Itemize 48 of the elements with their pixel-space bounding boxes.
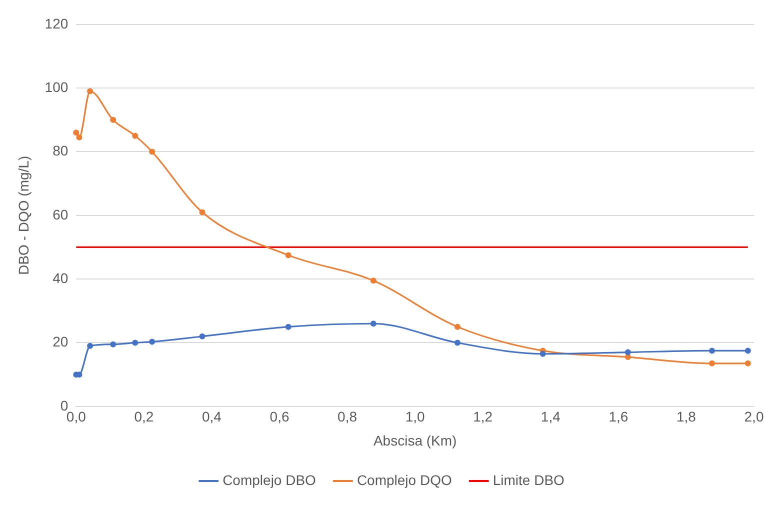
- point: [132, 132, 138, 139]
- y-tick-label: 100: [44, 78, 68, 95]
- x-tick-label: 1,4: [540, 408, 561, 425]
- point: [76, 134, 82, 140]
- x-tick-label: 2,0: [744, 408, 764, 425]
- y-axis-title: DBO - DQO (mg/L): [15, 156, 32, 275]
- point: [624, 354, 631, 360]
- point: [708, 360, 715, 366]
- y-tick-label: 80: [52, 142, 68, 159]
- point: [132, 340, 138, 346]
- point: [199, 209, 206, 216]
- x-tick-label: 1,8: [676, 408, 696, 425]
- x-axis-title: Abscisa (Km): [373, 432, 457, 448]
- x-tick-label: 0,0: [66, 408, 86, 425]
- y-tick-label: 40: [52, 270, 68, 286]
- point: [149, 148, 156, 155]
- point: [199, 333, 206, 340]
- point: [110, 116, 116, 123]
- legend-label: Complejo DQO: [356, 472, 452, 488]
- point: [87, 342, 94, 349]
- point: [110, 341, 116, 348]
- x-tick-label: 1,6: [608, 408, 628, 425]
- point: [744, 348, 751, 354]
- point: [149, 338, 156, 345]
- point: [454, 340, 460, 346]
- legend-label: Complejo DBO: [222, 472, 316, 488]
- point: [624, 349, 631, 356]
- x-tick-label: 0,8: [338, 408, 358, 425]
- x-tick-label: 0,4: [202, 408, 222, 425]
- x-tick-label: 1,2: [473, 408, 493, 425]
- point: [73, 130, 80, 136]
- point: [744, 360, 751, 366]
- point: [540, 350, 546, 357]
- point: [708, 348, 715, 354]
- y-tick-label: 0: [60, 397, 68, 414]
- x-tick-label: 0,6: [270, 408, 290, 425]
- y-tick-label: 60: [52, 206, 68, 222]
- point: [285, 324, 292, 330]
- y-tick-label: 20: [52, 334, 68, 350]
- point: [454, 324, 460, 330]
- point: [370, 278, 376, 284]
- point: [370, 320, 376, 327]
- x-tick-label: 0,2: [134, 408, 154, 425]
- point: [87, 88, 94, 94]
- y-tick-label: 120: [44, 15, 68, 32]
- x-tick-label: 1,0: [405, 408, 426, 425]
- legend-label: Limite DBO: [492, 472, 565, 488]
- point: [285, 252, 292, 258]
